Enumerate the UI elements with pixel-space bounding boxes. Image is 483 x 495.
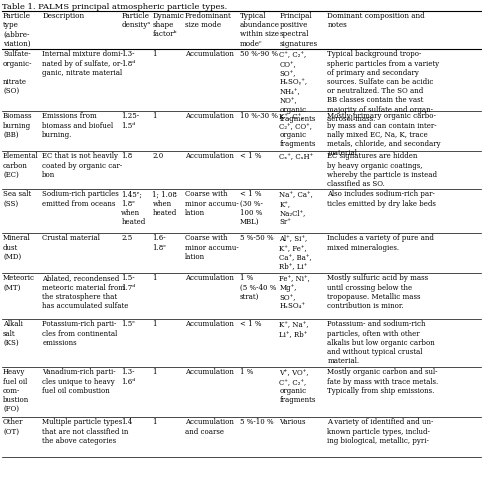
Text: Accumulation: Accumulation <box>185 275 234 283</box>
Text: Sulfate-
organic-

nitrate
(SO): Sulfate- organic- nitrate (SO) <box>3 50 32 96</box>
Text: Accumulation: Accumulation <box>185 112 234 120</box>
Text: Vanadium-rich parti-
cles unique to heavy
fuel oil combustion: Vanadium-rich parti- cles unique to heav… <box>43 368 116 395</box>
Text: Description: Description <box>43 12 85 20</box>
Text: 2.5: 2.5 <box>121 235 132 243</box>
Text: 1; 1.08
when
heated: 1; 1.08 when heated <box>153 191 177 217</box>
Text: 1: 1 <box>153 112 157 120</box>
Text: 1: 1 <box>153 368 157 377</box>
Text: Typical
abundance
within size
modeᶜ: Typical abundance within size modeᶜ <box>240 12 280 48</box>
Text: 10 %-30 %: 10 %-30 % <box>240 112 278 120</box>
Text: Mostly organic carbon and sul-
fate by mass with trace metals.
Typically from sh: Mostly organic carbon and sul- fate by m… <box>327 368 439 395</box>
Text: Particle
type
(abbre-
viation): Particle type (abbre- viation) <box>3 12 31 48</box>
Text: 1.5ᵉ: 1.5ᵉ <box>121 320 135 329</box>
Text: Accumulation: Accumulation <box>185 320 234 329</box>
Text: 1.5-
1.7ᵈ: 1.5- 1.7ᵈ <box>121 275 135 292</box>
Text: K⁺, C⁺,
C₂⁺, CO⁺,
organic
fragments: K⁺, C⁺, C₂⁺, CO⁺, organic fragments <box>279 112 316 148</box>
Text: Meteoric
(MT): Meteoric (MT) <box>3 275 35 292</box>
Text: 1: 1 <box>153 275 157 283</box>
Text: 1.45ᵉ;
1.8ᵉ
when
heated: 1.45ᵉ; 1.8ᵉ when heated <box>121 191 145 226</box>
Text: Fe⁺, Ni⁺,
Mg⁺,
SO⁺,
HₓSO₄⁺: Fe⁺, Ni⁺, Mg⁺, SO⁺, HₓSO₄⁺ <box>279 275 310 310</box>
Text: V⁺, VO⁺,
C⁺, C₂⁺,
organic
fragments: V⁺, VO⁺, C⁺, C₂⁺, organic fragments <box>279 368 316 404</box>
Text: Potassium- and sodium-rich
particles, often with other
alkalis but low organic c: Potassium- and sodium-rich particles, of… <box>327 320 435 365</box>
Text: Multiple particle types
that are not classified in
the above categories: Multiple particle types that are not cla… <box>43 418 128 445</box>
Text: Mineral
dust
(MD): Mineral dust (MD) <box>3 235 31 261</box>
Text: Predominant
size mode: Predominant size mode <box>185 12 232 29</box>
Text: Elemental
carbon
(EC): Elemental carbon (EC) <box>3 152 39 179</box>
Text: A variety of identified and un-
known particle types, includ-
ing biological, me: A variety of identified and un- known pa… <box>327 418 434 445</box>
Text: 2.0: 2.0 <box>153 152 164 160</box>
Text: EC signatures are hidden
by heavy organic coatings,
whereby the particle is inst: EC signatures are hidden by heavy organi… <box>327 152 437 188</box>
Text: K⁺, Na⁺,
Li⁺, Rb⁺: K⁺, Na⁺, Li⁺, Rb⁺ <box>279 320 309 338</box>
Text: Coarse with
minor accumu-
lation: Coarse with minor accumu- lation <box>185 235 239 261</box>
Text: Alkali
salt
(KS): Alkali salt (KS) <box>3 320 23 347</box>
Text: Accumulation: Accumulation <box>185 152 234 160</box>
Text: Ablated, recondensed
meteoric material from
the stratosphere that
has accumulate: Ablated, recondensed meteoric material f… <box>43 275 128 310</box>
Text: 1.6-
1.8ᵉ: 1.6- 1.8ᵉ <box>153 235 167 251</box>
Text: Sodium-rich particles
emitted from oceans: Sodium-rich particles emitted from ocean… <box>43 191 119 208</box>
Text: 1.8: 1.8 <box>121 152 132 160</box>
Text: Crustal material: Crustal material <box>43 235 100 243</box>
Text: Includes a variety of pure and
mixed mineralogies.: Includes a variety of pure and mixed min… <box>327 235 434 251</box>
Text: Principal
positive
spectral
signatures: Principal positive spectral signatures <box>279 12 317 48</box>
Text: Heavy
fuel oil
com-
bustion
(FO): Heavy fuel oil com- bustion (FO) <box>3 368 29 413</box>
Text: Na⁺, Ca⁺,
K⁺,
Na₂Cl⁺,
Sr⁺: Na⁺, Ca⁺, K⁺, Na₂Cl⁺, Sr⁺ <box>279 191 313 226</box>
Text: Internal mixture domi-
nated by of sulfate, or-
ganic, nitrate material: Internal mixture domi- nated by of sulfa… <box>43 50 123 77</box>
Text: 1: 1 <box>153 320 157 329</box>
Text: Mostly sulfuric acid by mass
until crossing below the
tropopause. Metallic mass
: Mostly sulfuric acid by mass until cross… <box>327 275 428 310</box>
Text: Potassium-rich parti-
cles from continental
emissions: Potassium-rich parti- cles from continen… <box>43 320 117 347</box>
Text: Coarse with
minor accumu-
lation: Coarse with minor accumu- lation <box>185 191 239 217</box>
Text: Cₓ⁺, CₓH⁺: Cₓ⁺, CₓH⁺ <box>279 152 313 160</box>
Text: EC that is not heavily
coated by organic car-
bon: EC that is not heavily coated by organic… <box>43 152 123 179</box>
Text: Other
(OT): Other (OT) <box>3 418 24 436</box>
Text: 1: 1 <box>153 418 157 427</box>
Text: 1.4: 1.4 <box>121 418 132 427</box>
Text: < 1 %
(30 %-
100 %
MBL): < 1 % (30 %- 100 % MBL) <box>240 191 263 226</box>
Text: Biomass
burning
(BB): Biomass burning (BB) <box>3 112 32 139</box>
Text: Mostly primary organic carbo-
by mass and can contain inter-
nally mixed EC, Na,: Mostly primary organic carbo- by mass an… <box>327 112 441 157</box>
Text: < 1 %: < 1 % <box>240 320 262 329</box>
Text: 1: 1 <box>153 50 157 58</box>
Text: 1 %
(5 %-40 %
strat): 1 % (5 %-40 % strat) <box>240 275 276 301</box>
Text: 5 %-50 %: 5 %-50 % <box>240 235 274 243</box>
Text: 50 %-90 %: 50 %-90 % <box>240 50 278 58</box>
Text: Dominant composition and
notes: Dominant composition and notes <box>327 12 425 29</box>
Text: Al⁺, Si⁺,
K⁺, Fe⁺,
Ca⁺, Ba⁺,
Rb⁺, Li⁺: Al⁺, Si⁺, K⁺, Fe⁺, Ca⁺, Ba⁺, Rb⁺, Li⁺ <box>279 235 312 270</box>
Text: Accumulation: Accumulation <box>185 368 234 377</box>
Text: Table 1. PALMS principal atmospheric particle types.: Table 1. PALMS principal atmospheric par… <box>2 3 227 11</box>
Text: Emissions from
biomass and biofuel
burning.: Emissions from biomass and biofuel burni… <box>43 112 114 139</box>
Text: Dynamic
shape
factorᵇ: Dynamic shape factorᵇ <box>153 12 185 39</box>
Text: < 1 %: < 1 % <box>240 152 262 160</box>
Text: Also includes sodium-rich par-
ticles emitted by dry lake beds: Also includes sodium-rich par- ticles em… <box>327 191 436 208</box>
Text: Typical background tropo-
spheric particles from a variety
of primary and second: Typical background tropo- spheric partic… <box>327 50 440 123</box>
Text: Accumulation
and coarse: Accumulation and coarse <box>185 418 234 436</box>
Text: Particle
densityᵃ: Particle densityᵃ <box>121 12 151 29</box>
Text: 1.3-
1.8ᵈ: 1.3- 1.8ᵈ <box>121 50 135 68</box>
Text: Accumulation: Accumulation <box>185 50 234 58</box>
Text: 1.3-
1.6ᵈ: 1.3- 1.6ᵈ <box>121 368 135 386</box>
Text: 1.25-
1.5ᵈ: 1.25- 1.5ᵈ <box>121 112 140 130</box>
Text: Various: Various <box>279 418 306 427</box>
Text: Sea salt
(SS): Sea salt (SS) <box>3 191 31 208</box>
Text: 5 %-10 %: 5 %-10 % <box>240 418 274 427</box>
Text: 1 %: 1 % <box>240 368 254 377</box>
Text: C⁺, C₂⁺,
CO⁺,
SO⁺,
HₓSOᵧ⁺,
NH₄⁺,
NO⁺,
organic
fragments: C⁺, C₂⁺, CO⁺, SO⁺, HₓSOᵧ⁺, NH₄⁺, NO⁺, or… <box>279 50 316 123</box>
